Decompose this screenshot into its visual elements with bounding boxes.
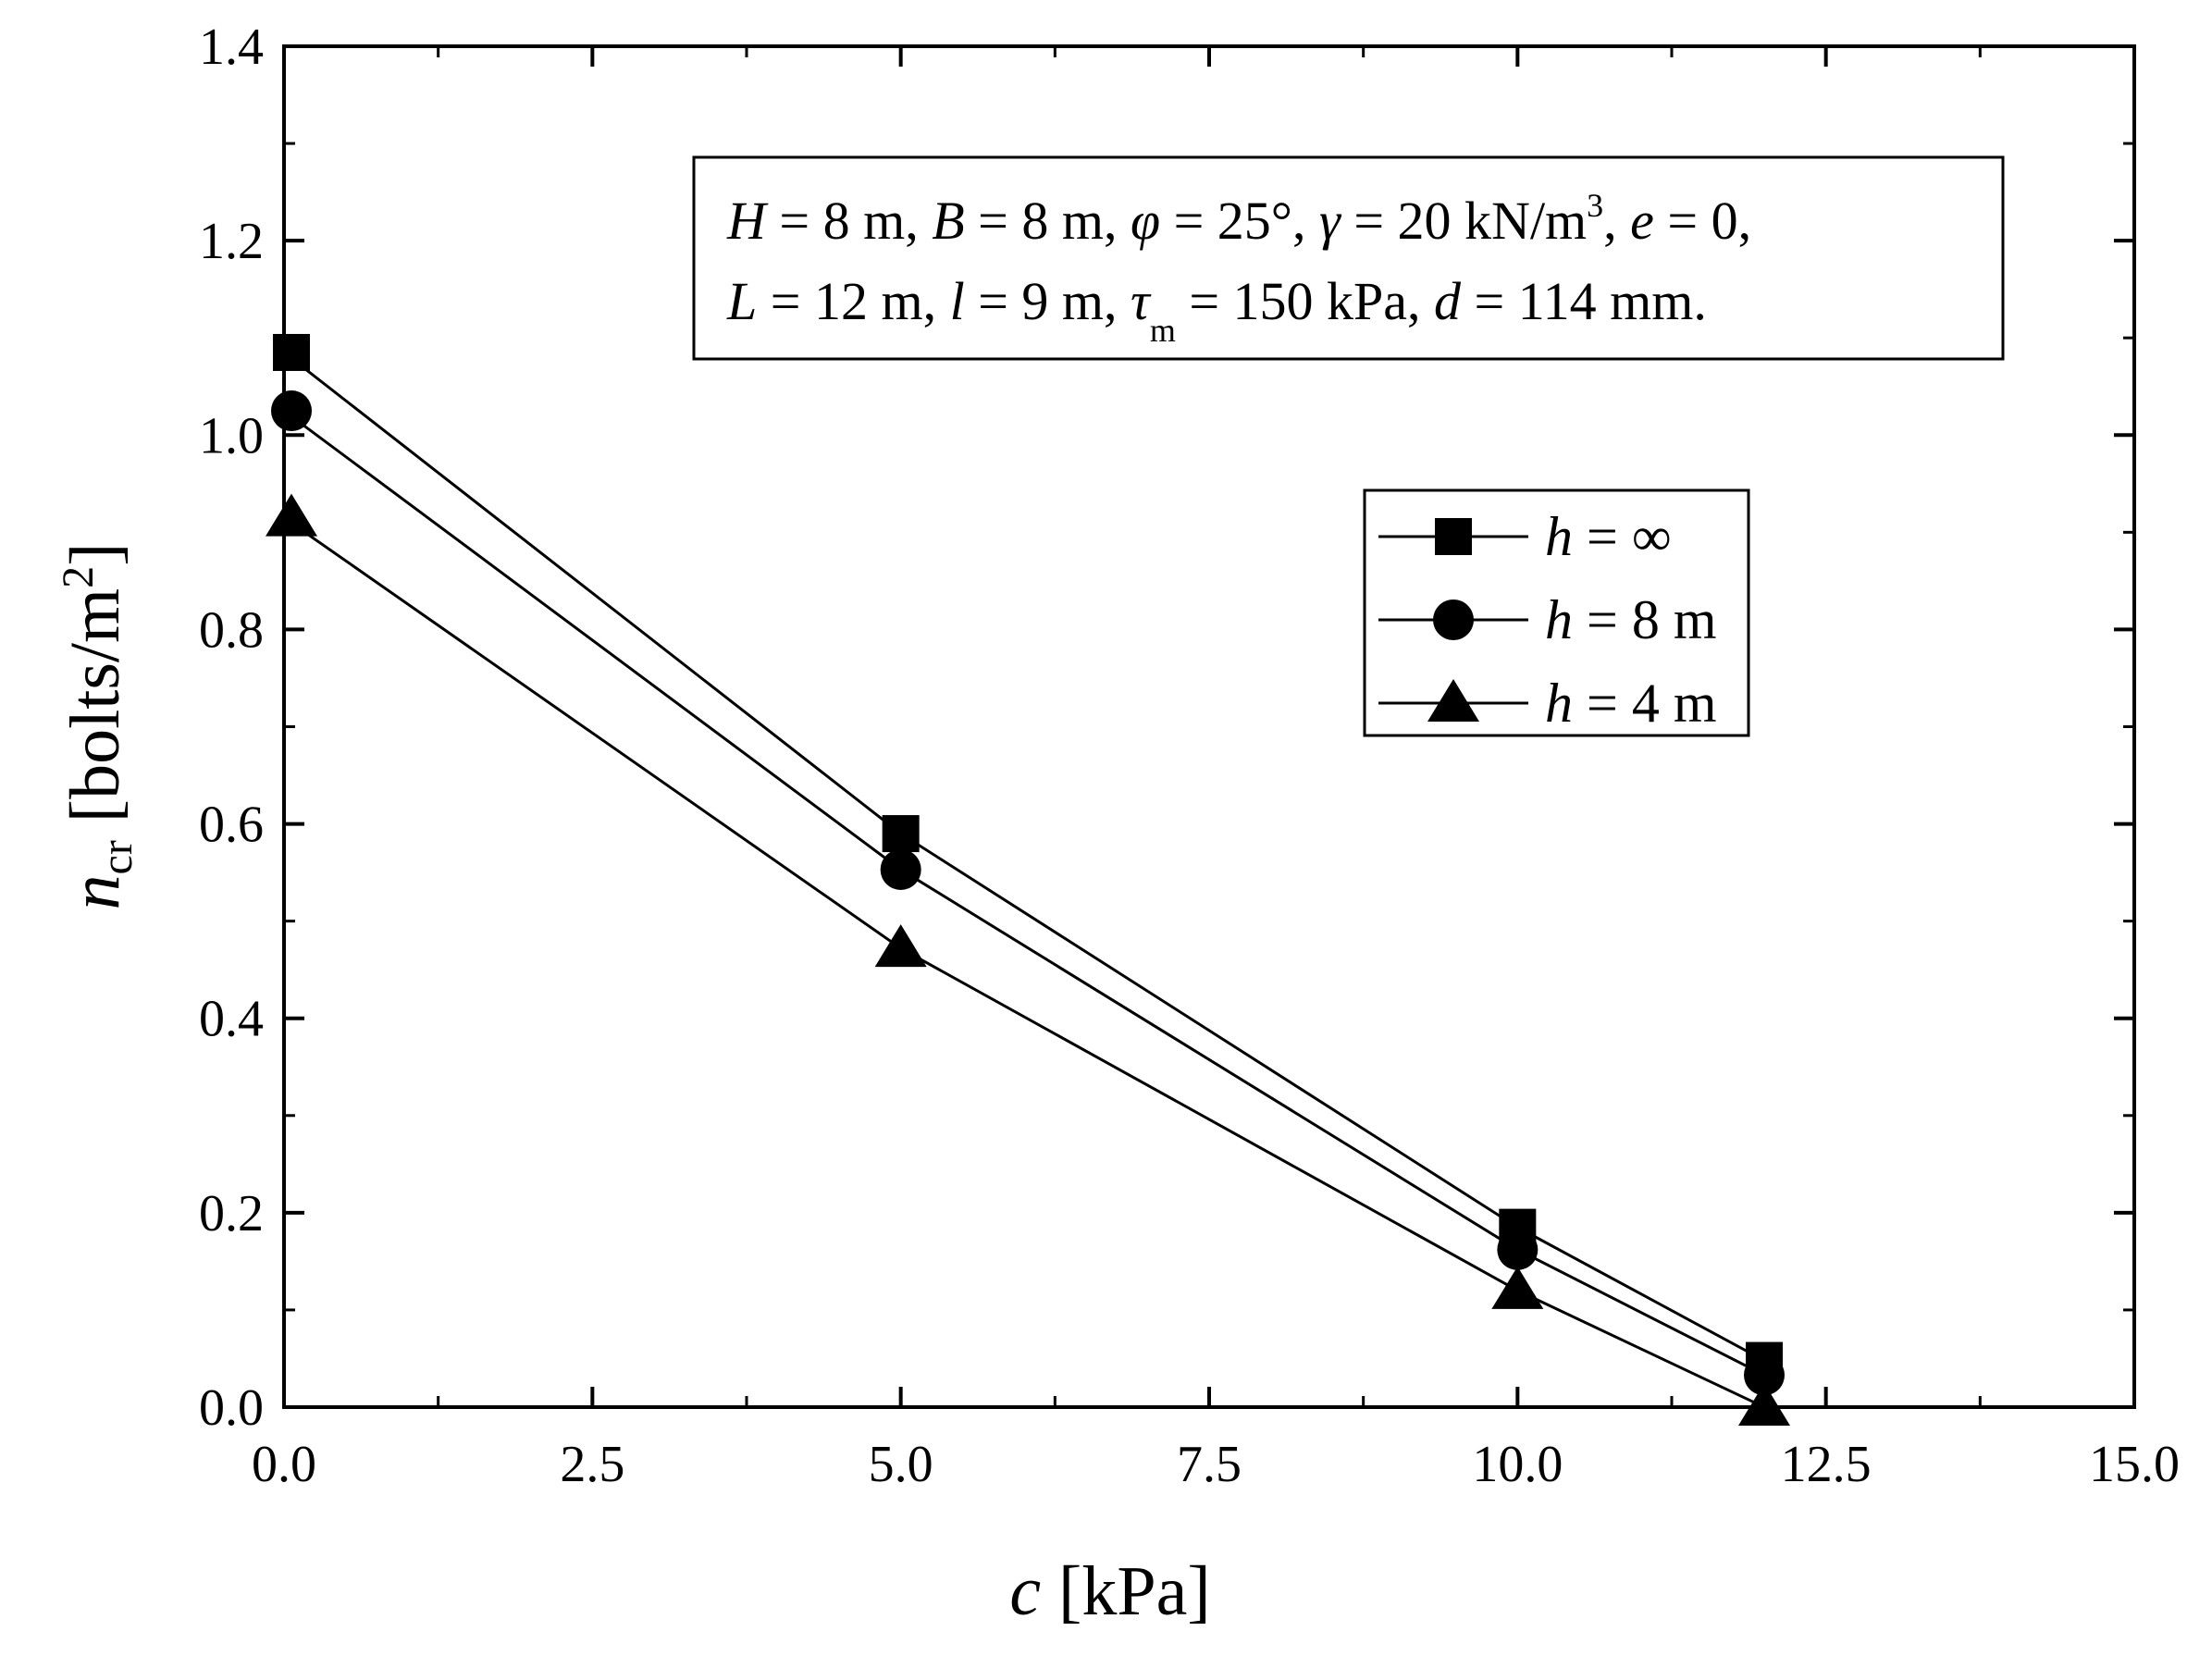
x-tick-label: 12.5 (1781, 1436, 1872, 1493)
legend-frame (1363, 488, 1750, 737)
series-layer (266, 333, 1790, 1426)
data-point-circle (271, 390, 312, 432)
y-tick-label: 1.0 (199, 407, 264, 464)
parameter-box-frame (692, 155, 2005, 361)
parameter-box: H = 8 m, B = 8 m, φ = 25°, γ = 20 kN/m3,… (692, 155, 2005, 361)
legend-entry: h = ∞ (1378, 506, 1672, 567)
legend-items: h = ∞ h = 8 m h = 4 m (1378, 506, 1717, 734)
plot-area: 0.0 2.5 5.0 7.5 10.0 12.5 15.0 0.0 0.2 0.4 0.6 0.8… (199, 19, 2180, 1493)
legend-entry: h = 4 m (1378, 673, 1717, 734)
x-tick-label: 2.5 (560, 1436, 624, 1493)
legend-marker-square (1435, 518, 1472, 555)
series-circle (271, 390, 1785, 1396)
data-point-triangle (266, 493, 317, 537)
series-line (283, 409, 1765, 1377)
legend-label: h = ∞ (1545, 506, 1672, 567)
data-point-circle (1497, 1229, 1539, 1270)
x-tick-label: 0.0 (252, 1436, 316, 1493)
y-tick-label: 0.2 (199, 1185, 264, 1242)
y-tick-label: 1.4 (199, 19, 264, 76)
series-line (283, 516, 1765, 1409)
series-triangle (266, 493, 1790, 1426)
x-tick-label: 10.0 (1472, 1436, 1563, 1493)
legend-label: h = 8 m (1545, 589, 1717, 650)
legend-marker-triangle (1427, 679, 1479, 722)
series-line (283, 351, 1765, 1362)
data-point-circle (1744, 1354, 1785, 1396)
y-axis-label: ncr [bolts/m2] (54, 543, 142, 910)
legend-marker-circle (1433, 599, 1474, 640)
data-point-triangle (1491, 1266, 1544, 1309)
x-tick-label: 15.0 (2089, 1436, 2180, 1493)
data-point-triangle (874, 924, 927, 968)
data-point-circle (880, 848, 921, 890)
y-tick-label: 0.8 (199, 601, 264, 659)
data-point-square (273, 333, 310, 371)
legend: h = ∞ h = 8 m h = 4 m (1363, 488, 1750, 737)
x-tick-label: 7.5 (1177, 1436, 1242, 1493)
x-axis-ticks: 0.0 2.5 5.0 7.5 10.0 12.5 15.0 (252, 46, 2180, 1493)
y-tick-label: 1.2 (199, 213, 264, 270)
legend-entry: h = 8 m (1378, 589, 1717, 650)
data-point-triangle (1738, 1383, 1790, 1426)
legend-label: h = 4 m (1545, 673, 1717, 734)
y-tick-label: 0.6 (199, 797, 264, 854)
series-square (273, 333, 1783, 1379)
y-tick-label: 0.0 (199, 1379, 264, 1437)
data-point-square (882, 815, 920, 853)
parameter-line-1: H = 8 m, B = 8 m, φ = 25°, γ = 20 kN/m3,… (726, 187, 1751, 251)
x-axis-label: c [kPa] (1009, 1552, 1210, 1630)
x-tick-label: 5.0 (869, 1436, 933, 1493)
y-axis-ticks: 0.0 0.2 0.4 0.6 0.8 1.0 1.2 1.4 (199, 19, 2134, 1437)
y-tick-label: 0.4 (199, 991, 264, 1048)
